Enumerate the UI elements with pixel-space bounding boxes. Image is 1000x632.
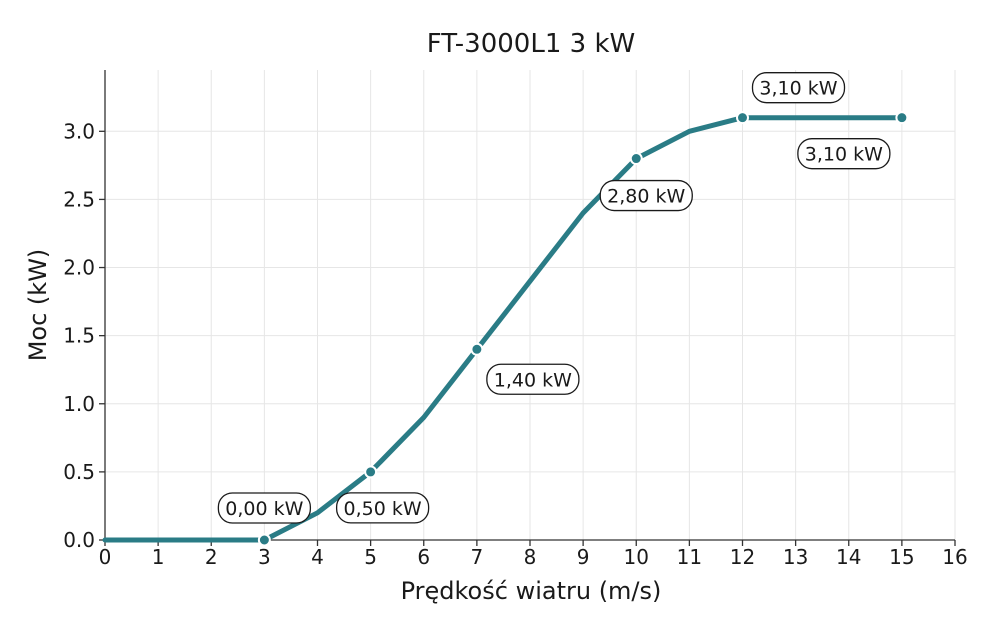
y-tick-label: 0.0 [63,528,95,552]
data-label-text: 1,40 kW [494,369,572,391]
x-tick-label: 9 [577,545,590,569]
x-tick-label: 11 [677,545,702,569]
data-point-marker [470,342,484,356]
x-tick-label: 0 [99,545,112,569]
data-label: 0,50 kW [335,492,430,524]
data-label-text: 0,00 kW [225,498,303,520]
x-tick-label: 12 [730,545,755,569]
y-tick-label: 2.0 [63,256,95,280]
x-tick-label: 1 [152,545,165,569]
data-point-marker [257,533,271,547]
axes: 0 1 2 3 4 5 6 7 8 9 10 11 12 13 14 15 160.00.51.01.52.02… [63,70,968,569]
data-label-text: 2,80 kW [607,186,685,208]
x-tick-label: 13 [783,545,808,569]
x-axis-label: Prędkość wiatru (m/s) [401,577,662,605]
data-label: 2,80 kW [599,179,693,212]
x-tick-label: 4 [311,545,324,569]
x-tick-label: 7 [471,545,484,569]
y-tick-label: 1.5 [63,324,95,348]
data-label-box [751,72,846,104]
y-tick-label: 1.0 [63,392,95,416]
data-label-box [217,492,312,524]
annotations: 0,00 kW 0,50 kW 1,40 kW 2,80 kW 3,10 kW 3,10 … [217,72,891,524]
chart-title: FT-3000L1 3 kW [427,29,635,59]
series-line [102,115,905,543]
x-tick-label: 14 [836,545,861,569]
plot-area [102,111,909,547]
data-label: 3,10 kW [797,138,891,170]
y-tick-label: 2.5 [63,187,95,211]
data-point-marker [364,465,378,479]
data-label: 0,00 kW [217,492,312,524]
data-label-text: 3,10 kW [805,144,883,166]
y-tick-label: 0.5 [63,460,95,484]
x-tick-label: 3 [258,545,271,569]
data-label-box [486,363,580,395]
data-point-marker [736,111,749,125]
data-label: 3,10 kW [751,72,846,104]
x-tick-label: 5 [364,545,377,569]
data-label-box [797,138,891,170]
x-tick-label: 10 [624,545,649,569]
data-label-text: 3,10 kW [759,78,837,100]
y-axis-label: Moc (kW) [24,249,52,362]
data-label: 1,40 kW [486,363,580,395]
x-tick-label: 16 [942,545,967,569]
data-point-marker [629,152,643,166]
x-tick-label: 15 [889,545,914,569]
data-label-box [599,179,693,212]
x-tick-label: 6 [417,545,430,569]
x-tick-label: 8 [524,545,537,569]
data-label-box [335,492,430,524]
y-tick-label: 3.0 [63,119,95,143]
data-point-marker [895,111,909,125]
x-tick-label: 2 [205,545,218,569]
data-label-text: 0,50 kW [344,498,422,520]
